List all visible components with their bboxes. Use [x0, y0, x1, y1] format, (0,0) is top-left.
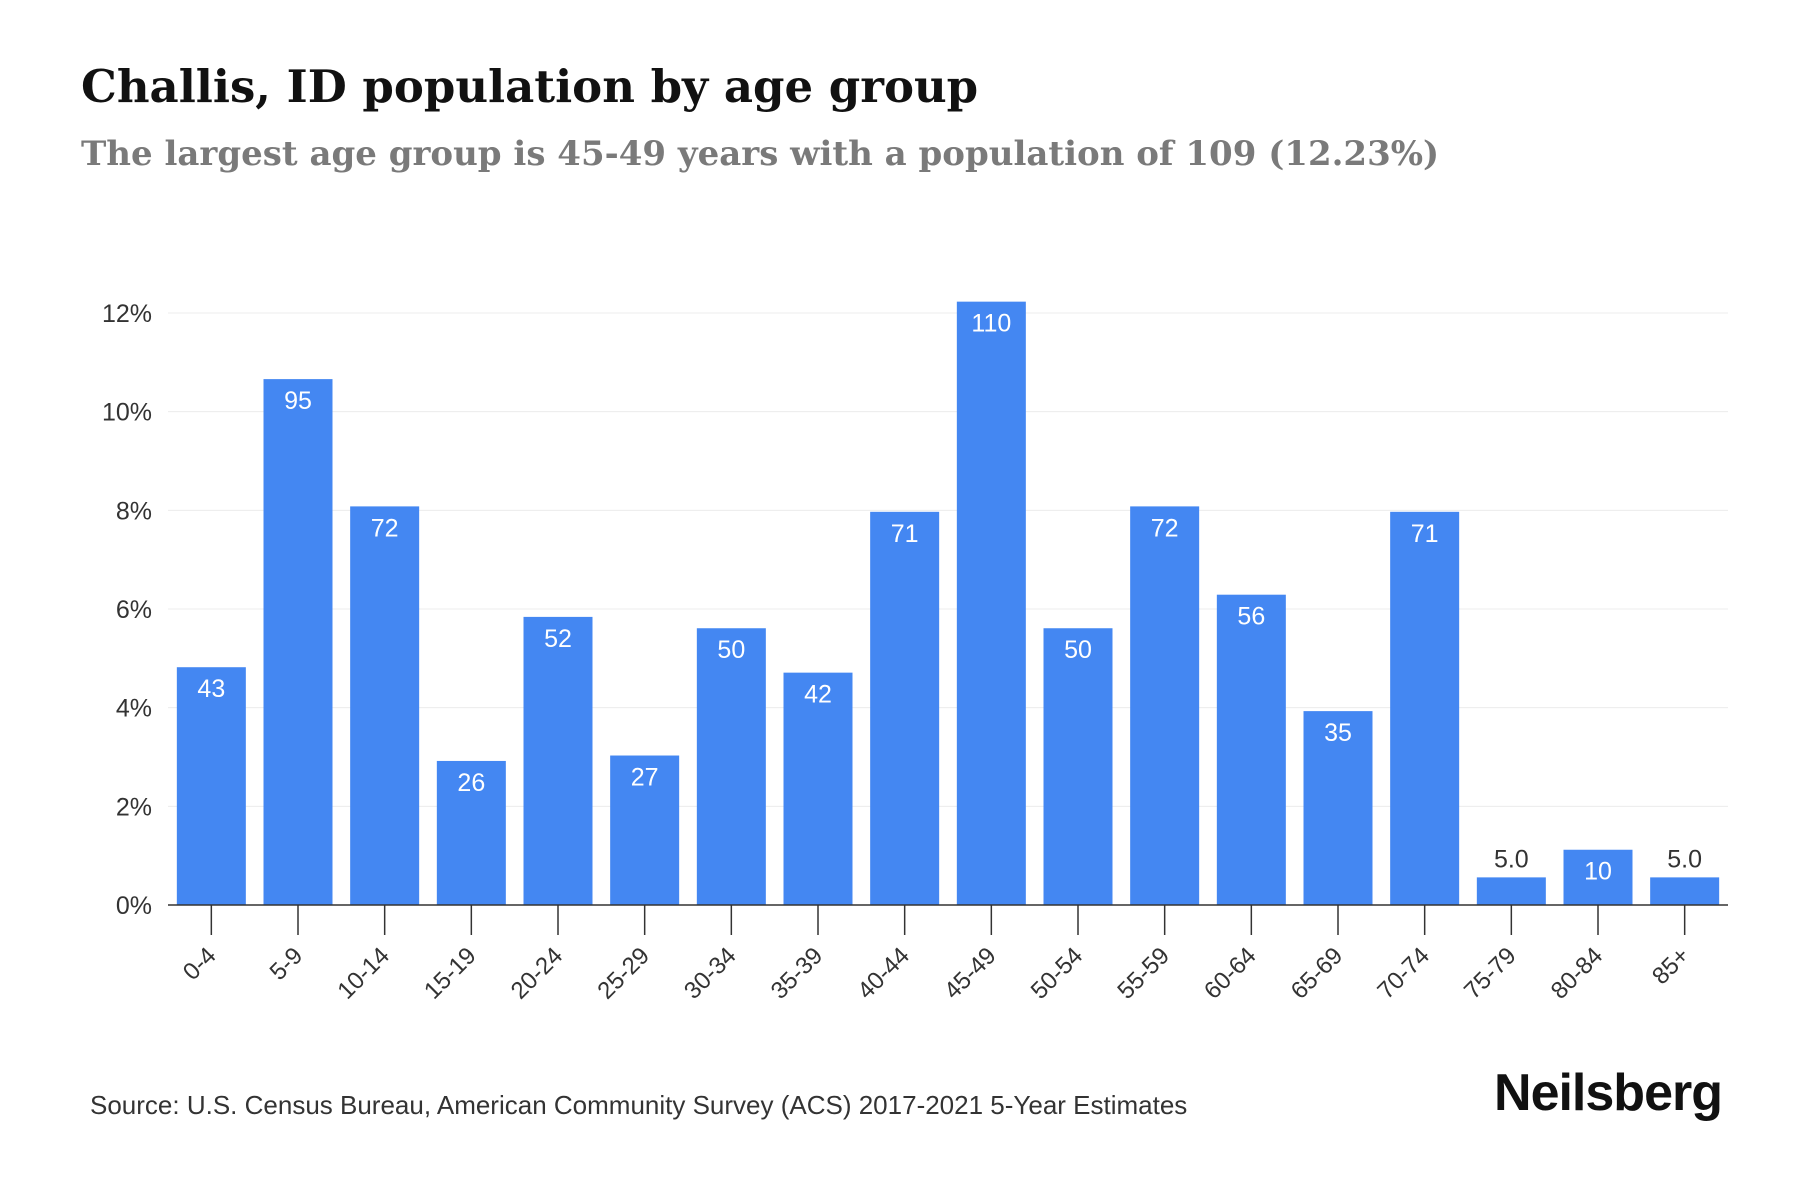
brand-logo: Neilsberg — [1494, 1064, 1723, 1122]
x-axis-ticks — [210, 905, 1686, 935]
bar — [696, 628, 766, 905]
x-tick-label: 75-79 — [1459, 942, 1522, 1005]
bar — [350, 506, 420, 905]
bars — [176, 301, 1720, 905]
bar — [783, 672, 853, 905]
bar-value-label: 5.0 — [1667, 845, 1702, 873]
bar — [870, 511, 940, 905]
bar-value-label: 52 — [544, 625, 572, 653]
bar — [1563, 849, 1633, 905]
x-tick-label: 70-74 — [1372, 942, 1435, 1005]
source-note: Source: U.S. Census Bureau, American Com… — [90, 1090, 1188, 1120]
bar-value-label: 56 — [1237, 603, 1265, 631]
x-tick-label: 60-64 — [1199, 942, 1262, 1005]
y-tick-label: 0% — [116, 892, 152, 920]
y-tick-label: 2% — [116, 793, 152, 821]
bar-value-label: 71 — [891, 520, 919, 548]
bar-value-label: 35 — [1324, 719, 1352, 747]
x-tick-label: 35-39 — [766, 942, 829, 1005]
x-tick-label: 50-54 — [1026, 942, 1089, 1005]
bar-value-label: 71 — [1411, 520, 1439, 548]
bar-value-label: 43 — [197, 675, 225, 703]
chart-subtitle: The largest age group is 45-49 years wit… — [81, 134, 1440, 174]
bar-value-label: 110 — [971, 310, 1011, 338]
bar-value-labels: 43 95 72 26 52 27 50 42 71 110 50 72 56 35 71 5.0 10 5.0 — [197, 310, 1702, 886]
bar — [1476, 877, 1546, 905]
bar — [1130, 506, 1200, 905]
bar — [956, 301, 1026, 905]
y-tick-label: 10% — [102, 399, 152, 427]
x-tick-label: 80-84 — [1546, 942, 1609, 1005]
bar — [1650, 877, 1720, 905]
bar — [436, 760, 506, 905]
bar — [176, 667, 246, 905]
x-axis-tick-labels: 0-4 5-9 10-14 15-19 20-24 25-29 30-34 35-39 40-4… — [178, 942, 1695, 1005]
x-tick-label: 65-69 — [1286, 942, 1349, 1005]
bar — [1303, 711, 1373, 905]
bar — [1043, 628, 1113, 905]
chart-title: Challis, ID population by age group — [81, 60, 979, 113]
bar-value-label: 10 — [1584, 858, 1612, 886]
bar — [1216, 594, 1286, 905]
x-tick-label: 20-24 — [506, 942, 569, 1005]
bar-value-label: 50 — [717, 636, 745, 664]
bar-value-label: 50 — [1064, 636, 1092, 664]
x-tick-label: 40-44 — [852, 942, 915, 1005]
x-tick-label: 15-19 — [419, 942, 482, 1005]
x-tick-label: 25-29 — [592, 942, 655, 1005]
gridlines — [168, 312, 1728, 807]
bar-value-label: 42 — [804, 681, 832, 709]
bar — [1390, 511, 1460, 905]
y-tick-label: 8% — [116, 497, 152, 525]
x-tick-label: 45-49 — [939, 942, 1002, 1005]
bar-value-label: 72 — [1151, 514, 1179, 542]
bar-value-label: 5.0 — [1494, 845, 1529, 873]
y-tick-label: 6% — [116, 596, 152, 624]
bar-value-label: 26 — [457, 769, 485, 797]
y-tick-label: 12% — [102, 300, 152, 328]
bar — [263, 379, 333, 905]
bar-value-label: 72 — [371, 514, 399, 542]
x-tick-label: 85+ — [1647, 942, 1695, 990]
x-tick-label: 0-4 — [178, 942, 222, 986]
x-tick-label: 55-59 — [1112, 942, 1175, 1005]
y-tick-label: 4% — [116, 695, 152, 723]
bar-value-label: 95 — [284, 387, 312, 415]
y-axis-tick-labels: 0% 2% 4% 6% 8% 10% 12% — [102, 300, 152, 920]
bar — [523, 616, 593, 905]
bar — [610, 755, 680, 905]
x-tick-label: 5-9 — [265, 942, 309, 986]
x-tick-label: 10-14 — [332, 942, 395, 1005]
bar-value-label: 27 — [631, 764, 659, 792]
x-tick-label: 30-34 — [679, 942, 742, 1005]
